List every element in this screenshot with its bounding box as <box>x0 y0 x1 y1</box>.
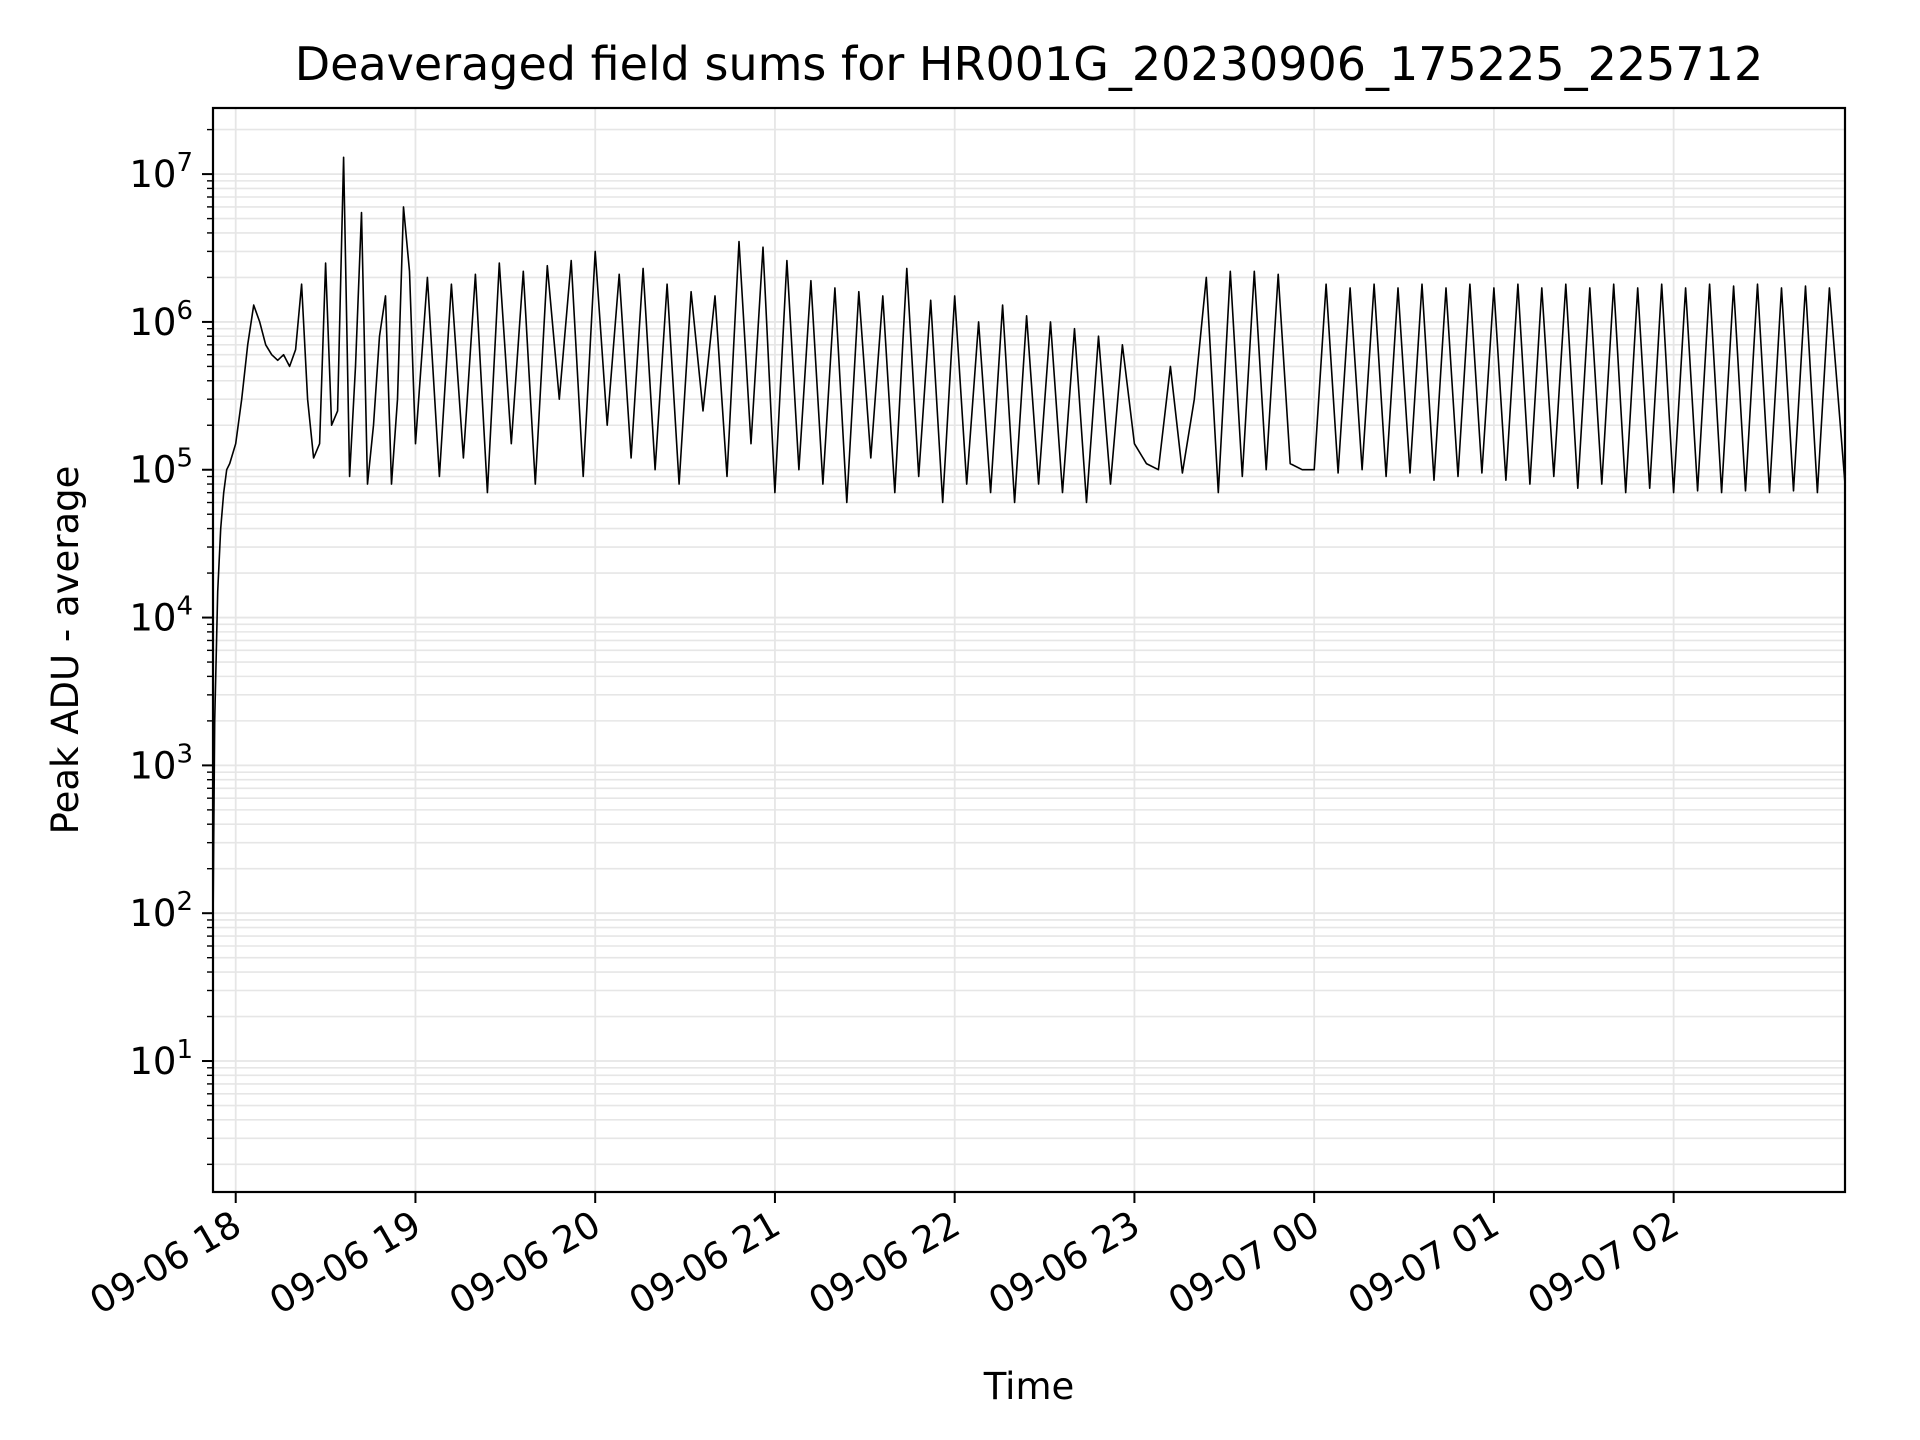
x-tick-label: 09-06 23 <box>981 1203 1147 1323</box>
y-tick-label: 105 <box>129 444 193 492</box>
x-axis-label: Time <box>983 1365 1075 1408</box>
x-tick-label: 09-06 18 <box>83 1203 249 1323</box>
x-tick-label: 09-06 22 <box>802 1203 968 1323</box>
x-tick-label: 09-07 02 <box>1521 1203 1687 1323</box>
chart-title: Deaveraged field sums for HR001G_2023090… <box>295 37 1763 91</box>
x-axis-ticks: 09-06 18 09-06 19 09-06 20 09-06 21 09-06 22… <box>83 1192 1687 1323</box>
minor-gridlines <box>213 128 1845 1166</box>
y-tick-label: 103 <box>129 739 193 787</box>
x-tick-label: 09-07 00 <box>1161 1203 1327 1323</box>
y-axis-minor-ticks <box>207 128 213 1166</box>
y-tick-label: 101 <box>129 1035 193 1083</box>
y-tick-label: 107 <box>129 148 193 196</box>
x-tick-label: 09-06 20 <box>442 1203 608 1323</box>
y-axis-label: Peak ADU - average <box>44 466 87 835</box>
y-tick-label: 102 <box>129 887 193 935</box>
x-tick-label: 09-07 01 <box>1341 1203 1507 1323</box>
y-tick-label: 106 <box>129 296 193 344</box>
y-tick-label: 104 <box>129 592 193 640</box>
x-tick-label: 09-06 21 <box>622 1203 788 1323</box>
series-line <box>212 156 1846 928</box>
major-gridlines <box>213 108 1845 1192</box>
x-tick-label: 09-06 19 <box>262 1203 428 1323</box>
y-axis-ticks: 101 102 103 104 105 106 107 <box>129 148 213 1083</box>
